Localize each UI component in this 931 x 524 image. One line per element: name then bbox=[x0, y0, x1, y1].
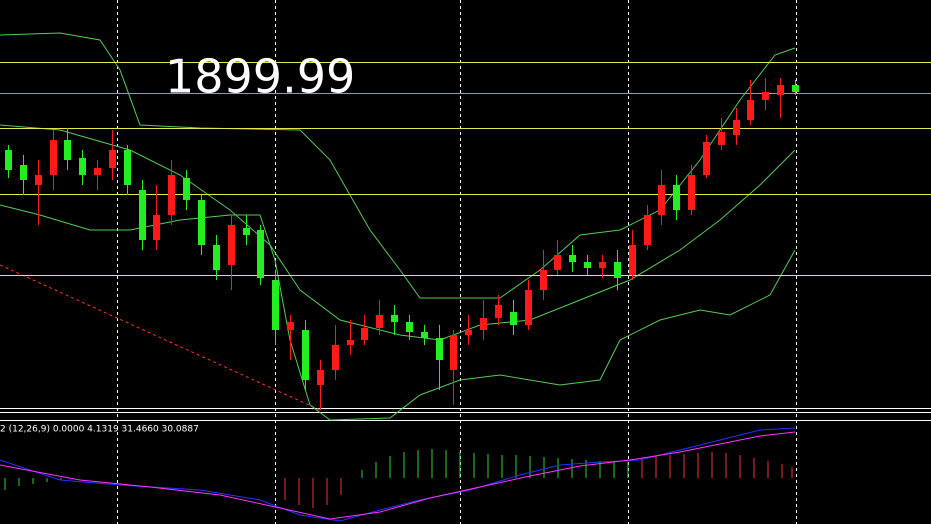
indicator-label: 2 (12,26,9) 0.0000 4.1319 31.4660 30.088… bbox=[0, 425, 199, 435]
candle-body bbox=[554, 255, 561, 270]
trend-line bbox=[0, 264, 321, 411]
candle-body bbox=[703, 142, 710, 175]
candle-body bbox=[495, 305, 502, 318]
candles bbox=[5, 78, 799, 410]
candle-body bbox=[584, 262, 591, 268]
candle-body bbox=[569, 255, 576, 262]
candle-body bbox=[599, 262, 606, 268]
candle-body bbox=[109, 150, 116, 168]
candle-body bbox=[688, 175, 695, 210]
macd-histogram-green bbox=[4, 449, 629, 490]
band-upper bbox=[0, 32, 796, 299]
candle-body bbox=[168, 175, 175, 215]
candle-body bbox=[733, 120, 740, 135]
candle-body bbox=[450, 335, 457, 370]
candle-body bbox=[287, 322, 294, 330]
candle-body bbox=[673, 185, 680, 210]
candle-body bbox=[510, 312, 517, 325]
candle-body bbox=[436, 338, 443, 360]
candle-body bbox=[124, 150, 131, 185]
candle-body bbox=[213, 245, 220, 270]
candle-body bbox=[139, 190, 146, 240]
candle-body bbox=[747, 100, 754, 120]
candle-body bbox=[361, 328, 368, 340]
candle-body bbox=[332, 345, 339, 370]
candle-body bbox=[94, 168, 101, 175]
candle-body bbox=[347, 340, 354, 345]
candle-body bbox=[644, 215, 651, 245]
candle-body bbox=[257, 230, 264, 278]
candle-body bbox=[317, 370, 324, 385]
candle-body bbox=[272, 280, 279, 330]
candle-body bbox=[376, 315, 383, 328]
candle-body bbox=[198, 200, 205, 245]
candle-body bbox=[614, 262, 621, 278]
signal-line bbox=[0, 431, 796, 520]
candle-body bbox=[228, 225, 235, 265]
candle-body bbox=[20, 165, 27, 180]
price-annotation: 1899.99 bbox=[165, 50, 355, 104]
candle-body bbox=[480, 318, 487, 330]
candle-body bbox=[302, 330, 309, 380]
candle-body bbox=[421, 332, 428, 338]
candle-body bbox=[183, 178, 190, 200]
candle-body bbox=[79, 158, 86, 175]
levels bbox=[0, 62, 931, 276]
candle-body bbox=[777, 85, 784, 95]
candle-body bbox=[658, 185, 665, 215]
candle-body bbox=[406, 322, 413, 332]
candle-body bbox=[64, 140, 71, 160]
candle-body bbox=[762, 92, 769, 100]
candle-body bbox=[391, 315, 398, 322]
candle-body bbox=[243, 228, 250, 235]
candle-body bbox=[718, 132, 725, 145]
band-lower bbox=[0, 204, 796, 421]
candle-body bbox=[792, 85, 799, 92]
candle-body bbox=[50, 140, 57, 175]
candle-body bbox=[465, 330, 472, 335]
candle-body bbox=[629, 245, 636, 275]
candle-body bbox=[525, 290, 532, 325]
candle-body bbox=[35, 175, 42, 185]
macd-histogram-red bbox=[284, 452, 793, 508]
candle-body bbox=[153, 215, 160, 240]
candle-body bbox=[5, 150, 12, 170]
candle-body bbox=[540, 270, 547, 290]
